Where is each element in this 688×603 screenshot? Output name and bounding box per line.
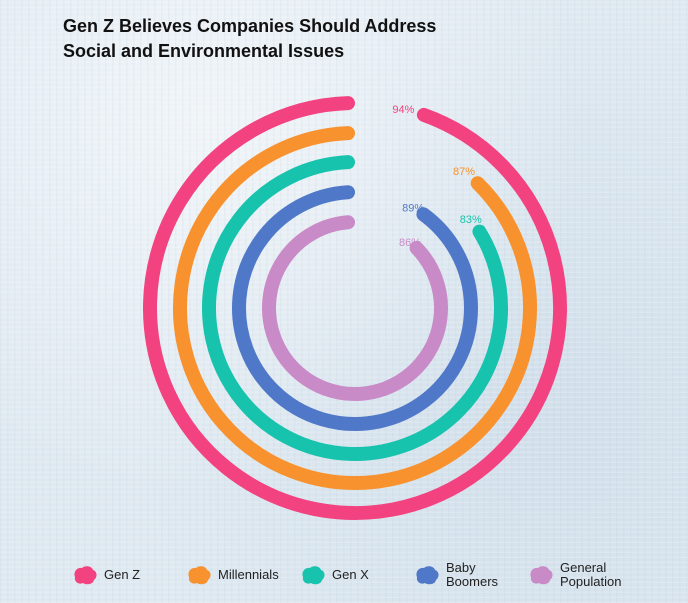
chart-legend: Gen Z Millennials Gen X Baby Boomers General P… (0, 555, 688, 595)
legend-swatch-gen-x (300, 564, 326, 586)
arc-gen-x (202, 155, 508, 461)
value-label-gen-z: 94% (392, 104, 414, 116)
legend-label-gen-x: Gen X (332, 568, 369, 582)
legend-label-line: Gen Z (104, 567, 141, 582)
legend-item-general-population: General Population (528, 555, 621, 595)
value-label-general-population: 86% (399, 237, 421, 249)
legend-swatch-millennials (186, 564, 212, 586)
legend-item-gen-x: Gen X (300, 555, 369, 595)
value-label-millennials: 87% (453, 166, 475, 178)
legend-label-line: Baby (446, 560, 476, 575)
legend-swatch-gen-z (72, 564, 98, 586)
legend-label-line: General (560, 560, 607, 575)
chart-title-line-2: Social and Environmental Issues (63, 41, 345, 61)
radial-bar-chart: 94% 87% 83% 89% 86% (143, 96, 567, 520)
arc-general-population (262, 215, 448, 401)
legend-item-gen-z: Gen Z (72, 555, 140, 595)
legend-label-general-population: General Population (560, 561, 621, 589)
legend-label-line: Population (560, 574, 622, 589)
value-label-baby-boomers: 89% (402, 203, 424, 215)
legend-swatch-baby-boomers (414, 564, 440, 586)
arc-baby-boomers (232, 185, 478, 431)
legend-label-baby-boomers: Baby Boomers (446, 561, 498, 589)
legend-label-line: Gen X (332, 567, 369, 582)
legend-swatch-general-population (528, 564, 554, 586)
legend-label-line: Millennials (218, 567, 279, 582)
legend-label-gen-z: Gen Z (104, 568, 140, 582)
arc-millennials (173, 126, 537, 490)
legend-label-millennials: Millennials (218, 568, 279, 582)
chart-title: Gen Z Believes Companies Should Address … (63, 14, 483, 64)
legend-item-baby-boomers: Baby Boomers (414, 555, 498, 595)
legend-label-line: Boomers (446, 574, 499, 589)
arc-gen-z (143, 96, 567, 520)
chart-title-line-1: Gen Z Believes Companies Should Address (63, 16, 437, 36)
value-label-gen-x: 83% (460, 214, 482, 226)
legend-item-millennials: Millennials (186, 555, 279, 595)
